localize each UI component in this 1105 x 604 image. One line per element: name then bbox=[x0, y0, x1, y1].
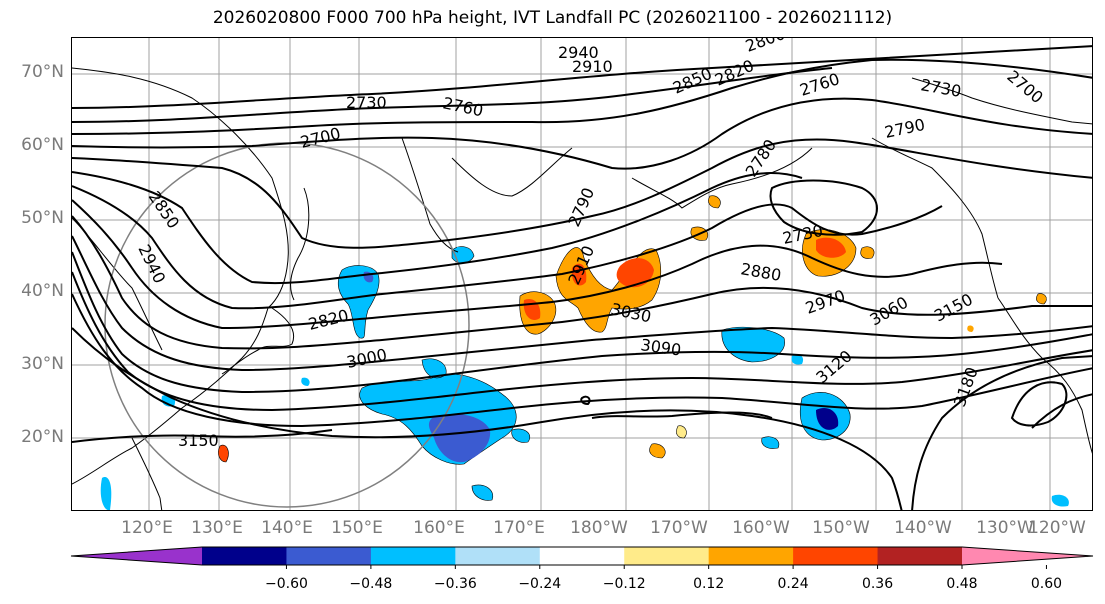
lon-tick-label: 170°E bbox=[493, 518, 545, 538]
lat-tick-label: 50°N bbox=[21, 208, 64, 228]
contour-label: 2820 bbox=[712, 56, 757, 90]
colorbar-segment bbox=[708, 547, 794, 565]
coastlines bbox=[72, 67, 1092, 510]
lon-tick-label: 120°E bbox=[121, 518, 173, 538]
lat-tick-label: 60°N bbox=[21, 135, 64, 155]
contour-label: 3090 bbox=[639, 335, 682, 359]
contour-label: 3150 bbox=[178, 431, 219, 450]
colorbar-extend-high bbox=[962, 547, 1093, 565]
map-panel: 2940 2910 2850 2820 2760 2730 2760 2700 … bbox=[71, 37, 1093, 511]
contour-label: 2940 bbox=[558, 43, 599, 62]
contour-label: 2800 bbox=[743, 38, 788, 56]
figure-title: 2026020800 F000 700 hPa height, IVT Land… bbox=[212, 8, 893, 28]
colorbar-segment bbox=[877, 547, 963, 565]
colorbar-tick-label: 0.60 bbox=[1030, 576, 1063, 592]
colorbar-segment bbox=[455, 547, 541, 565]
lat-tick-label: 20°N bbox=[21, 427, 64, 447]
colorbar-tick-label: −0.24 bbox=[518, 576, 562, 592]
contour-label: 2760 bbox=[441, 93, 485, 120]
contour-label: 2790 bbox=[564, 185, 598, 230]
colorbar-extend-low bbox=[71, 547, 202, 565]
contour-label: 2880 bbox=[739, 259, 782, 285]
contour-label: 2730 bbox=[346, 93, 387, 112]
lon-tick-label: 140°W bbox=[894, 518, 952, 538]
contour-label: 2910 bbox=[572, 57, 613, 76]
colorbar-tick-label: 0.12 bbox=[693, 576, 725, 592]
lon-tick-label: 150°E bbox=[331, 518, 383, 538]
ivt-shading bbox=[100, 195, 1069, 510]
lon-tick-label: 160°W bbox=[732, 518, 790, 538]
colorbar-tick-label: −0.12 bbox=[602, 576, 646, 592]
colorbar-segment bbox=[624, 547, 710, 565]
map-canvas: 2940 2910 2850 2820 2760 2730 2760 2700 … bbox=[72, 38, 1092, 510]
contour-label: 3180 bbox=[950, 365, 982, 410]
contour-label: 2700 bbox=[298, 124, 342, 152]
height-contours bbox=[72, 45, 1092, 510]
contour-label: 3000 bbox=[345, 345, 389, 372]
contour-label: 3120 bbox=[812, 346, 855, 387]
lon-tick-label: 140°E bbox=[261, 518, 313, 538]
colorbar-segment bbox=[793, 547, 879, 565]
lon-tick-label: 180°W bbox=[570, 518, 628, 538]
colorbar-segment bbox=[539, 547, 625, 565]
colorbar-tick-marks bbox=[285, 565, 1047, 569]
contour-label: 2700 bbox=[1003, 67, 1046, 108]
contour-label: 3060 bbox=[867, 293, 912, 330]
contour-label: 2790 bbox=[883, 115, 927, 142]
lon-tick-label: 120°W bbox=[1028, 518, 1086, 538]
lon-tick-label: 150°W bbox=[812, 518, 870, 538]
colorbar-segment bbox=[370, 547, 456, 565]
contour-label: 2730 bbox=[919, 75, 962, 101]
colorbar-tick-label: −0.48 bbox=[349, 576, 393, 592]
colorbar-tick-label: 0.48 bbox=[946, 576, 978, 592]
colorbar-segments bbox=[70, 546, 1094, 566]
colorbar-tick-label: −0.36 bbox=[433, 576, 477, 592]
colorbar-tick-label: 0.24 bbox=[777, 576, 809, 592]
colorbar-segment bbox=[286, 547, 372, 565]
lon-tick-label: 130°W bbox=[976, 518, 1034, 538]
lat-tick-label: 30°N bbox=[21, 354, 64, 374]
lon-tick-label: 170°W bbox=[650, 518, 708, 538]
colorbar-tick-label: −0.60 bbox=[264, 576, 308, 592]
colorbar-segment bbox=[202, 547, 287, 565]
lon-tick-label: 130°E bbox=[191, 518, 243, 538]
contour-label: 2970 bbox=[803, 286, 848, 318]
contour-label: 2820 bbox=[306, 306, 350, 334]
lon-tick-label: 160°E bbox=[413, 518, 465, 538]
colorbar-tick-label: 0.36 bbox=[861, 576, 894, 592]
contour-label: 2850 bbox=[145, 188, 184, 232]
colorbar-outline bbox=[70, 546, 1094, 566]
lat-tick-label: 40°N bbox=[21, 281, 64, 301]
contour-label: 3150 bbox=[931, 290, 976, 326]
lat-tick-label: 70°N bbox=[21, 62, 64, 82]
